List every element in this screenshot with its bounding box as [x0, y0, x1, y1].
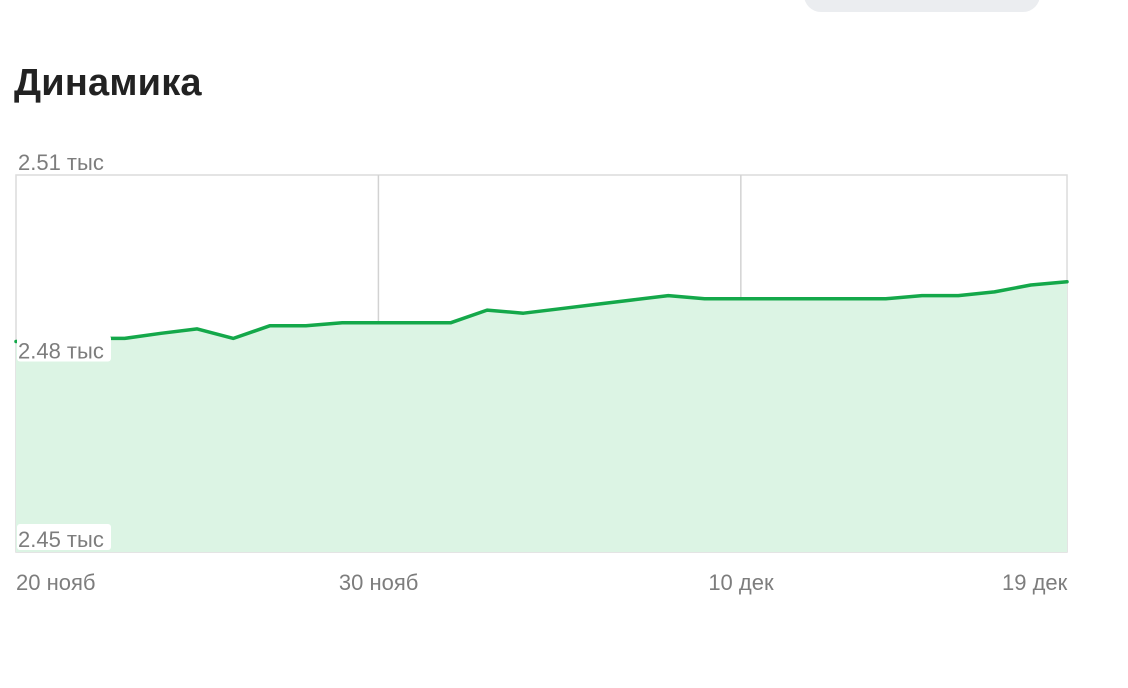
x-tick-label: 10 дек: [708, 570, 774, 595]
y-tick-label: 2.51 тыс: [17, 147, 111, 175]
series-line: [14, 280, 1069, 344]
y-tick-text: 2.48 тыс: [18, 339, 104, 364]
y-tick-label: 2.48 тыс: [17, 335, 111, 364]
y-tick-label: 2.45 тыс: [17, 524, 111, 552]
x-tick-label: 20 нояб: [16, 570, 96, 595]
y-tick-text: 2.51 тыс: [18, 150, 104, 175]
x-tick-label: 30 нояб: [338, 570, 419, 595]
top-pill-button[interactable]: [804, 0, 1040, 12]
y-tick-text: 2.45 тыс: [18, 527, 104, 552]
y-axis-labels: 2.51 тыс 2.48 тыс 2.45 тыс: [17, 147, 111, 552]
page-title: Динамика: [14, 62, 202, 104]
x-tick-label: 19 дек: [1002, 570, 1068, 595]
series-area: [16, 281, 1067, 552]
